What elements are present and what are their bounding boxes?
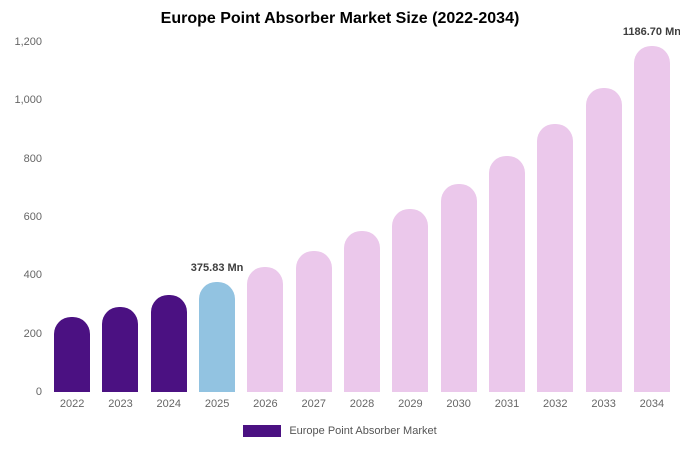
x-tick-label: 2024 [156, 398, 182, 410]
bar [199, 282, 236, 392]
bar [54, 317, 91, 392]
bar-slot [338, 42, 386, 392]
y-tick-label: 1,200 [14, 36, 42, 48]
x-axis: 2022 2023 2024 2025 2026 2027 2028 2029 2030 2031… [48, 398, 676, 410]
x-tick-label: 2034 [639, 398, 665, 410]
bar [150, 295, 187, 392]
y-tick-label: 0 [35, 386, 42, 398]
bar-slot [386, 42, 434, 392]
y-tick-label: 1,000 [14, 94, 42, 107]
bar-slot [48, 42, 96, 392]
bar-slot [145, 42, 193, 392]
bar [585, 87, 622, 392]
x-tick-label: 2032 [543, 398, 568, 410]
x-tick-label: 2026 [253, 398, 278, 410]
bar [440, 184, 477, 392]
bar-slot: 375.83 Mn [190, 42, 244, 392]
bar-slot [290, 42, 338, 392]
bar [488, 156, 525, 392]
legend-swatch [243, 425, 282, 437]
bar-slot [241, 42, 289, 392]
bar [537, 123, 574, 392]
x-tick-label: 2029 [398, 398, 423, 410]
bar-slot [531, 42, 579, 392]
y-tick-label: 800 [23, 152, 42, 165]
chart-title: Europe Point Absorber Market Size (2022-… [160, 10, 520, 27]
bar [633, 45, 670, 392]
legend-label: Europe Point Absorber Market [289, 425, 437, 437]
bar-slot [96, 42, 144, 392]
bar [392, 209, 429, 392]
bar [344, 231, 381, 392]
bar-slot [579, 42, 627, 392]
y-tick-label: 200 [23, 327, 42, 340]
x-tick-label: 2028 [349, 398, 375, 410]
bar [247, 267, 284, 392]
x-tick-label: 2022 [59, 398, 85, 410]
y-tick-label: 400 [23, 269, 42, 282]
bar-value-label: 375.83 Mn [190, 262, 244, 275]
x-tick-label: 2030 [446, 398, 471, 410]
bar [102, 307, 139, 392]
x-tick-label: 2033 [591, 398, 616, 410]
bar-value-label: 1186.70 Mn [622, 25, 680, 38]
bar [295, 250, 332, 392]
x-tick-label: 2027 [301, 398, 326, 410]
legend: Europe Point Absorber Market [0, 425, 680, 437]
y-axis: 1,200 1,000 800 600 400 200 0 [0, 36, 44, 398]
bar-slot: 1186.70 Mn [623, 26, 680, 392]
x-tick-label: 2023 [108, 398, 133, 410]
bar-slot [435, 42, 483, 392]
x-tick-label: 2031 [494, 398, 520, 410]
x-tick-label: 2025 [204, 398, 230, 410]
plot-area: 375.83 Mn 1186.70 Mn [48, 26, 680, 392]
bar-slot [483, 42, 531, 392]
y-tick-label: 600 [23, 211, 42, 223]
